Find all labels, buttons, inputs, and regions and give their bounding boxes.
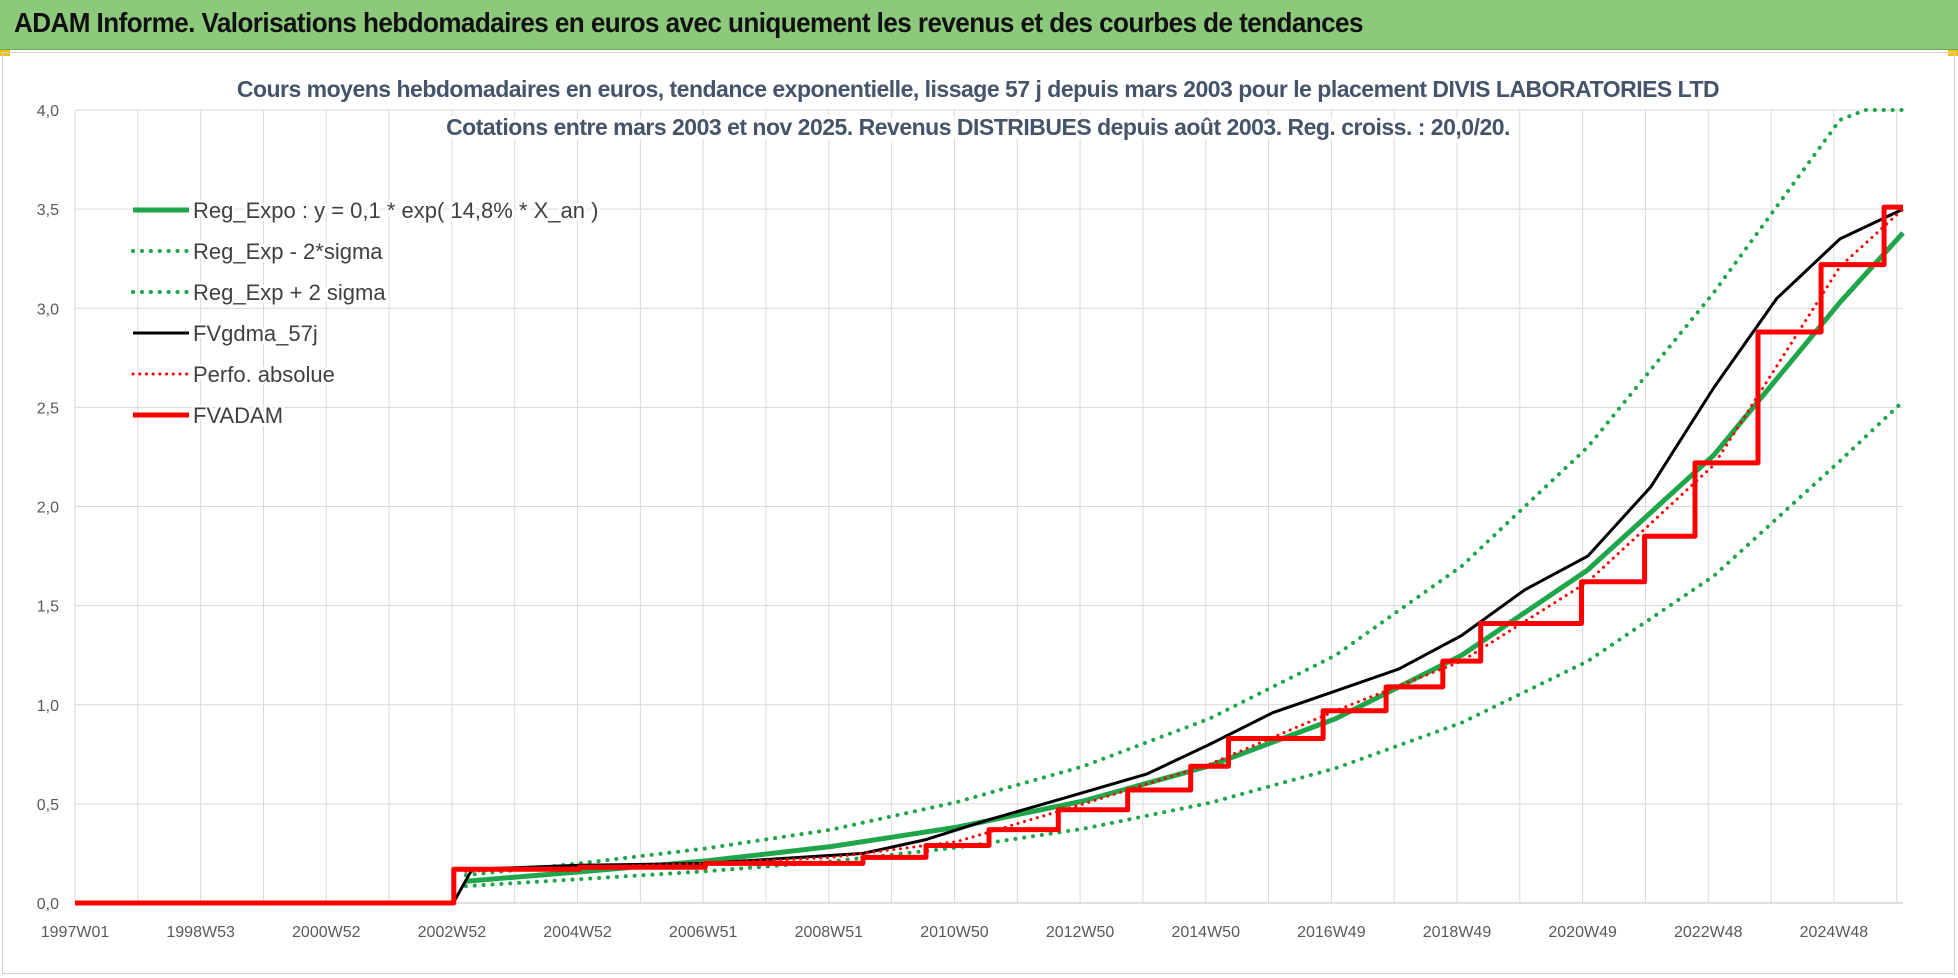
x-tick-label: 2012W50 [1046, 924, 1115, 941]
x-tick-label: 2010W50 [920, 924, 989, 941]
header-bar: ADAM Informe. Valorisations hebdomadaire… [0, 0, 1958, 50]
x-tick-label: 2002W52 [418, 924, 487, 941]
line-chart: 0,0 0,5 1,0 1,5 2,0 2,5 3,0 3,5 4,0 1997W01 1998W5… [37, 72, 1905, 941]
legend-label: FVgdma_57j [193, 321, 318, 346]
x-tick-label: 2008W51 [795, 924, 864, 941]
legend-label: Reg_Exp + 2 sigma [193, 280, 386, 305]
x-tick-label: 1997W01 [41, 924, 110, 941]
y-tick-label: 0,0 [37, 896, 59, 913]
series-line [75, 207, 1904, 905]
series-line [465, 231, 1905, 884]
page-title: ADAM Informe. Valorisations hebdomadaire… [14, 7, 1363, 38]
x-tick-label: 2000W52 [292, 924, 361, 941]
chart-title-line: Cours moyens hebdomadaires en euros, ten… [237, 76, 1719, 102]
x-tick-label: 2016W49 [1297, 924, 1366, 941]
series-line [75, 204, 1903, 906]
x-tick-label: 2006W51 [669, 924, 738, 941]
legend-label: FVADAM [193, 403, 283, 428]
x-tick-label: 2014W50 [1171, 924, 1240, 941]
y-tick-label: 3,5 [37, 202, 59, 219]
corner-marker-left [0, 50, 10, 56]
legend-label: Perfo. absolue [193, 362, 335, 387]
series-line [463, 108, 1905, 878]
corner-marker-right [1948, 50, 1958, 56]
y-tick-label: 4,0 [37, 103, 59, 120]
x-tick-label: 1998W53 [166, 924, 235, 941]
legend-label: Reg_Exp - 2*sigma [193, 239, 383, 264]
y-tick-label: 3,0 [37, 301, 59, 318]
x-tick-label: 2024W48 [1800, 924, 1869, 941]
x-tick-label: 2022W48 [1674, 924, 1743, 941]
y-tick-label: 1,0 [37, 698, 59, 715]
y-tick-label: 1,5 [37, 599, 59, 616]
y-tick-label: 2,0 [37, 500, 59, 517]
x-tick-label: 2020W49 [1548, 924, 1617, 941]
y-tick-label: 0,5 [37, 797, 59, 814]
series-line [463, 399, 1905, 889]
legend-label: Reg_Expo : y = 0,1 * exp( 14,8% * X_an ) [193, 198, 598, 223]
y-tick-label: 2,5 [37, 400, 59, 417]
x-tick-label: 2018W49 [1423, 924, 1492, 941]
chart-frame: 0,0 0,5 1,0 1,5 2,0 2,5 3,0 3,5 4,0 1997W01 1998W5… [2, 52, 1955, 974]
chart-title-line: Cotations entre mars 2003 et nov 2025. R… [446, 114, 1510, 140]
x-tick-label: 2004W52 [543, 924, 612, 941]
